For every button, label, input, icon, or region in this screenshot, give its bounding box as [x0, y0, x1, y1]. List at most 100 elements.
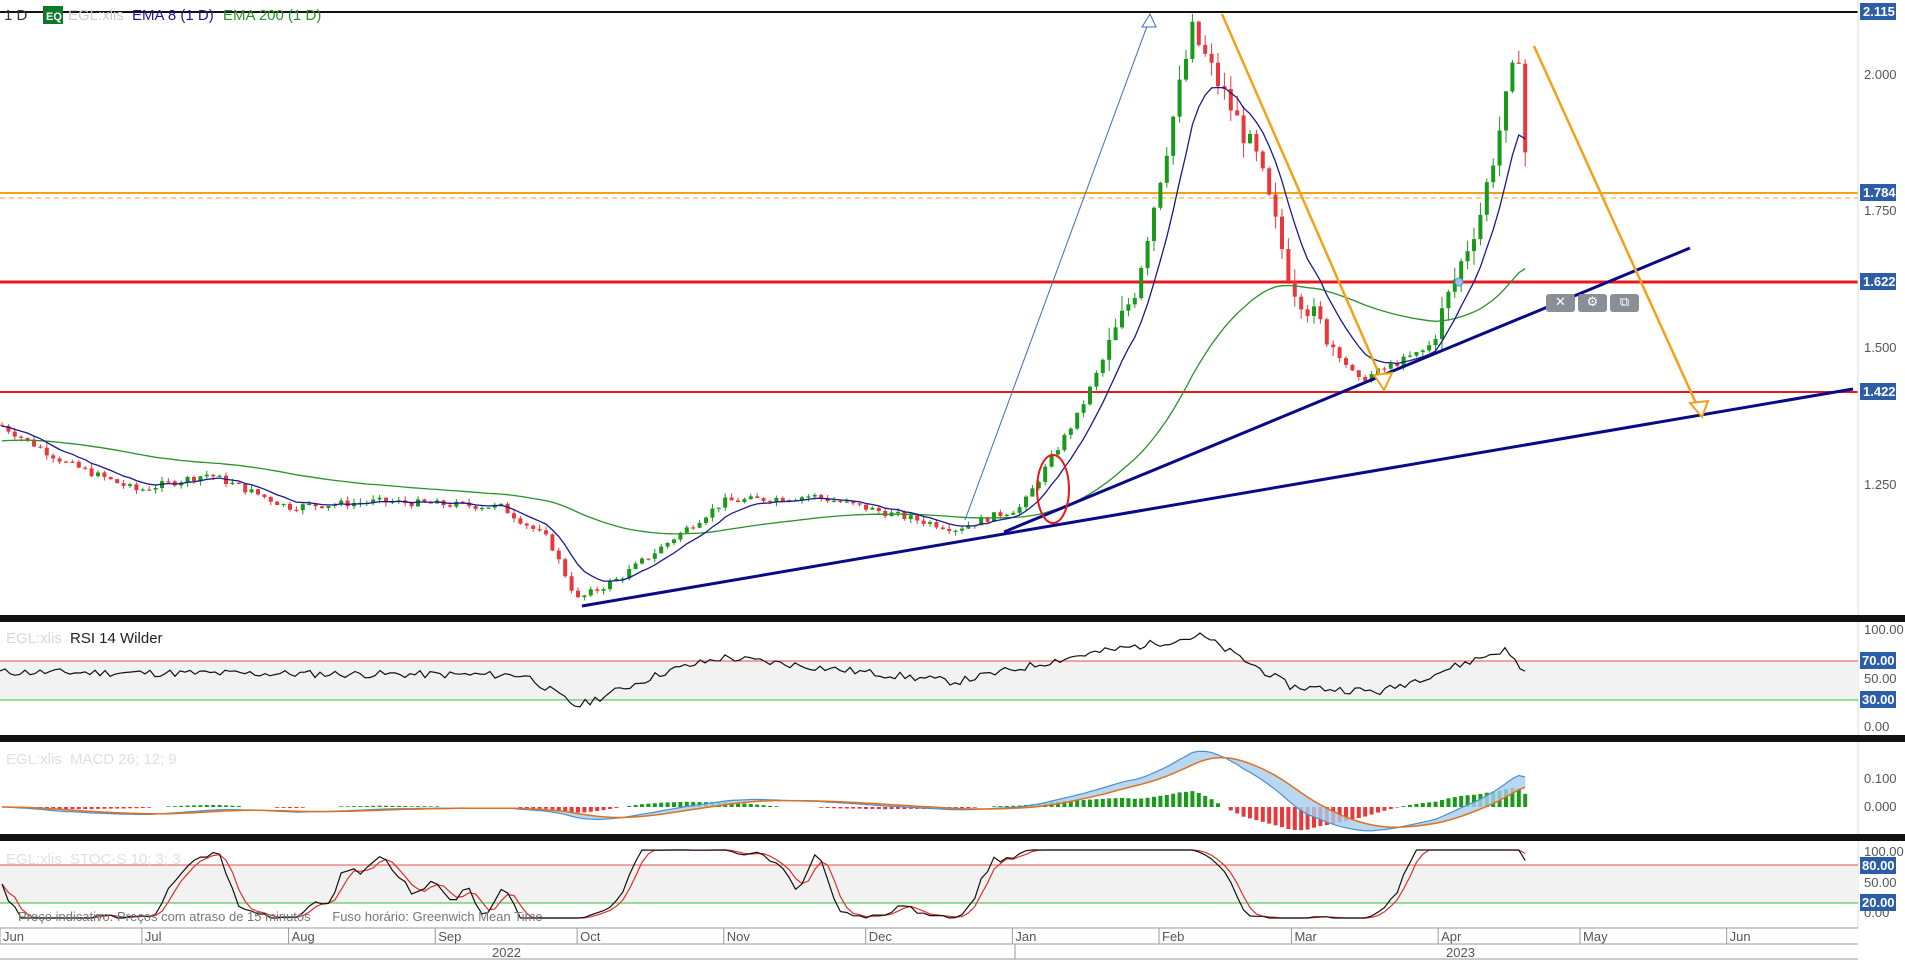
- drawing-toolbar: ✕ ⚙ ⧉: [1546, 294, 1639, 312]
- macd-name-label[interactable]: MACD 26; 12; 9: [70, 751, 177, 768]
- price-axis[interactable]: 2.000 1.750 1.500 1.250 2.115 1.784 1.62…: [1857, 0, 1905, 960]
- macd-histogram-bar: [281, 807, 286, 808]
- candle-body: [1075, 412, 1080, 429]
- candle-body: [1350, 364, 1355, 371]
- candle-body: [1440, 308, 1444, 339]
- candle-body: [755, 496, 760, 498]
- candle-body: [217, 475, 222, 477]
- month-label: Jul: [145, 929, 162, 944]
- macd-histogram-bar: [1350, 807, 1355, 820]
- macd-histogram-bar: [1440, 799, 1444, 807]
- price-tick-1250: 1.250: [1864, 477, 1897, 492]
- macd-histogram-bar: [1414, 803, 1419, 807]
- orange-down-arrow-1[interactable]: [1220, 13, 1386, 386]
- candle-body: [1510, 62, 1515, 92]
- stoch-tag-20-label: 20.00: [1862, 895, 1895, 910]
- macd-histogram-bar: [608, 807, 612, 809]
- candle-body: [1241, 115, 1246, 144]
- candle-body: [736, 500, 740, 502]
- candle-body: [697, 522, 702, 528]
- projection-arrow[interactable]: [964, 17, 1151, 521]
- current-price-tag: [1860, 184, 1896, 201]
- ema-8-legend[interactable]: EMA 8 (1 D): [132, 7, 214, 24]
- rsi-symbol-label: EGL:xlis: [6, 630, 62, 647]
- candle-body: [480, 507, 484, 510]
- ema-200-legend[interactable]: EMA 200 (1 D): [223, 7, 321, 24]
- candle-body: [416, 499, 420, 507]
- panel-separator[interactable]: [0, 834, 1905, 841]
- long-trendline[interactable]: [581, 387, 1854, 608]
- candle-body: [1516, 62, 1521, 64]
- month-label: Nov: [727, 929, 751, 944]
- macd-histogram-bar: [556, 807, 561, 811]
- macd-histogram-bar: [1504, 789, 1508, 807]
- line-anchor-dot[interactable]: [1454, 277, 1464, 287]
- macd-histogram-bar: [960, 807, 964, 809]
- candle-body: [1043, 466, 1048, 482]
- macd-histogram-bar: [384, 805, 388, 807]
- candle-body: [1126, 304, 1131, 311]
- candle-body: [198, 476, 203, 482]
- macd-histogram-bar: [172, 806, 177, 807]
- short-trendline[interactable]: [1003, 246, 1691, 534]
- candle-body: [51, 455, 56, 459]
- delete-drawing-button[interactable]: ✕: [1546, 294, 1575, 312]
- price-tick-1500: 1.500: [1864, 340, 1897, 355]
- stoch-band: [0, 865, 1858, 903]
- equity-badge: [43, 6, 63, 24]
- candle-body: [704, 517, 708, 523]
- macd-histogram-bar: [89, 807, 94, 810]
- macd-histogram-bar: [1472, 794, 1476, 807]
- candle-body: [256, 489, 260, 495]
- macd-histogram-bar: [992, 806, 996, 807]
- candle-body: [633, 563, 638, 570]
- candle-body: [614, 578, 619, 582]
- candle-body: [992, 512, 996, 522]
- time-axis[interactable]: Jun Jul Aug Sep Oct Nov Dec Jan Feb Mar Apr May Jun …: [0, 927, 1905, 960]
- macd-histogram-bar: [876, 807, 881, 810]
- candle-body: [1273, 194, 1278, 217]
- symbol-label: EGL:xlis: [68, 7, 124, 24]
- macd-histogram-bar: [230, 805, 235, 807]
- macd-histogram-bar: [1011, 805, 1016, 807]
- macd-histogram-bar: [224, 805, 228, 807]
- macd-histogram-bar: [192, 805, 196, 807]
- candle-body: [966, 525, 971, 529]
- macd-histogram-bar: [1254, 807, 1259, 821]
- timezone-notice: Fuso horário: Greenwich Mean Time: [332, 909, 543, 924]
- drawing-settings-button[interactable]: ⚙: [1578, 294, 1607, 312]
- stoch-tag-20: [1860, 894, 1896, 911]
- panel-separator[interactable]: [0, 615, 1905, 622]
- rsi-line: [0, 632, 1526, 708]
- top-price-tag-label: 2.115: [1863, 4, 1895, 19]
- candle-body: [243, 484, 248, 493]
- clone-drawing-button[interactable]: ⧉: [1610, 294, 1639, 312]
- macd-histogram-bar: [1126, 798, 1131, 807]
- rsi-tag-30: [1860, 691, 1896, 708]
- candle-body: [1356, 370, 1361, 378]
- macd-histogram-bar: [972, 807, 977, 808]
- candle-body: [211, 474, 216, 477]
- candle-body: [460, 501, 465, 503]
- stoch-d-line: [1, 849, 1526, 919]
- candle-body: [780, 497, 785, 501]
- candle-body: [1318, 306, 1323, 320]
- macd-histogram-bar: [857, 807, 862, 809]
- rsi-name-label[interactable]: RSI 14 Wilder: [70, 630, 163, 647]
- highlight-ellipse[interactable]: [1036, 454, 1070, 524]
- stoch-name-label[interactable]: STOC-S 10; 3; 3: [70, 851, 181, 868]
- macd-histogram-bar: [1062, 801, 1067, 807]
- candle-body: [1267, 168, 1272, 195]
- macd-histogram-bar: [1228, 807, 1233, 811]
- candle-body: [1420, 350, 1425, 353]
- macd-histogram-bar: [396, 805, 401, 807]
- macd-histogram-bar: [531, 807, 536, 809]
- rsi-tick-50: 50.00: [1864, 671, 1897, 686]
- macd-histogram-bar: [1094, 799, 1099, 807]
- resistance-price-tag: [1860, 273, 1896, 290]
- month-label: Feb: [1162, 929, 1184, 944]
- panel-separator[interactable]: [0, 735, 1905, 742]
- orange-arrow-head-1: [1372, 371, 1394, 393]
- orange-down-arrow-2[interactable]: [1532, 45, 1702, 413]
